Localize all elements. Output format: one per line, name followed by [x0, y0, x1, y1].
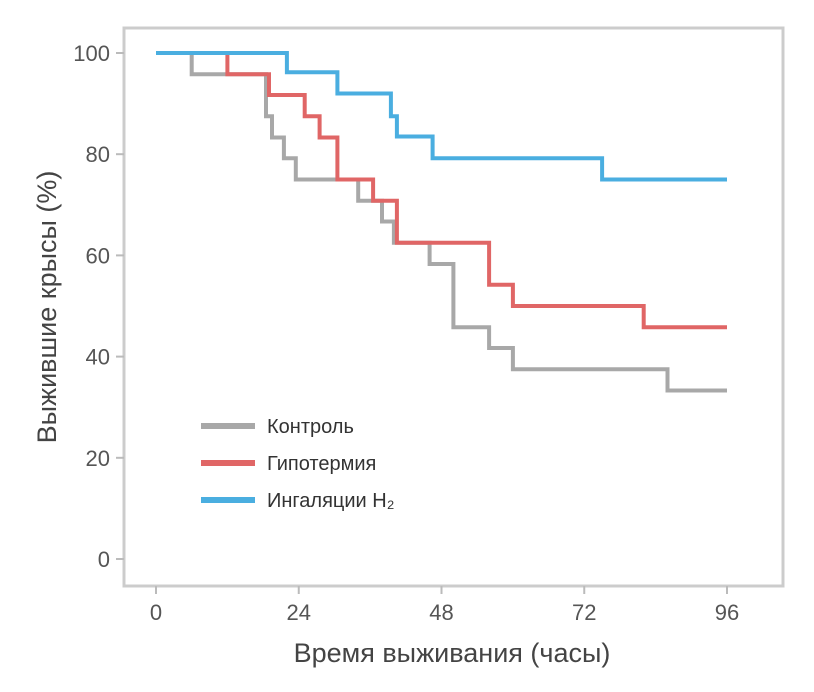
series-group [156, 51, 727, 393]
legend-label-1: Контроль [267, 416, 354, 438]
x-tick-label: 48 [429, 600, 453, 625]
x-axis-title: Время выживания (часы) [294, 638, 611, 668]
axis-ticks: 0 24 48 72 96 0 20 40 60 80 100 [73, 41, 739, 625]
legend: Контроль Гипотермия Ингаляции H₂ [201, 416, 394, 512]
legend-label-2: Гипотермия [267, 453, 376, 475]
y-tick-label: 60 [86, 243, 110, 268]
x-tick-label: 96 [715, 600, 739, 625]
series-line-3 [156, 51, 727, 182]
series-line-2 [156, 51, 727, 330]
y-tick-label: 40 [86, 345, 110, 370]
x-tick-label: 72 [572, 600, 596, 625]
y-tick-label: 80 [86, 142, 110, 167]
x-tick-label: 0 [150, 600, 162, 625]
y-tick-label: 100 [73, 41, 110, 66]
x-tick-label: 24 [287, 600, 311, 625]
plot-frame [122, 26, 785, 588]
y-tick-label: 0 [98, 547, 110, 572]
y-tick-label: 20 [86, 446, 110, 471]
legend-label-3: Ингаляции H₂ [267, 490, 394, 512]
y-axis-title: Выжившие крысы (%) [32, 171, 62, 444]
series-line-1 [156, 51, 727, 393]
